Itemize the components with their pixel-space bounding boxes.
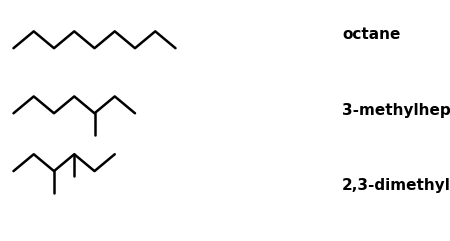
Text: 2,3-dimethylhexane: 2,3-dimethylhexane <box>342 178 450 193</box>
Text: 3-methylheptane: 3-methylheptane <box>342 103 450 118</box>
Text: octane: octane <box>342 27 400 42</box>
